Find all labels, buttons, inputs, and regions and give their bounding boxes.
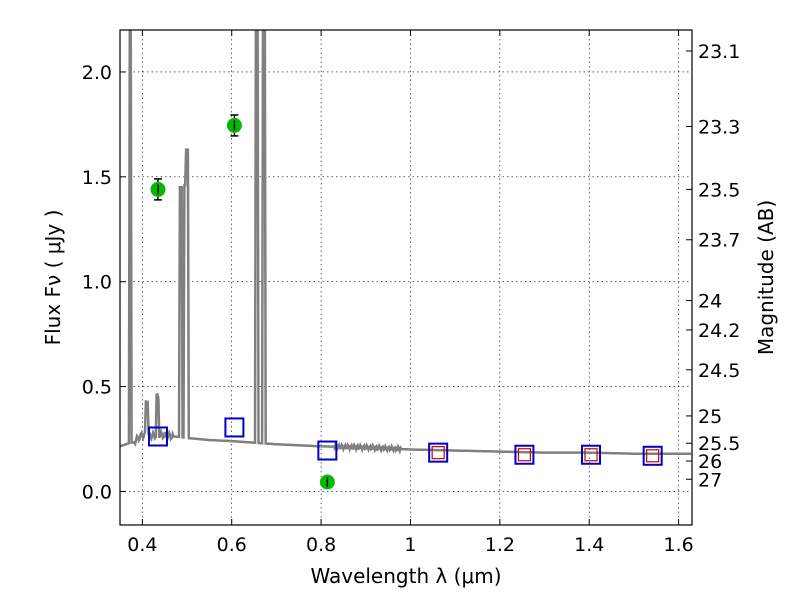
spectrum-line xyxy=(120,30,692,455)
model-phot-square xyxy=(224,417,245,438)
right-axis-label: Magnitude (AB) xyxy=(754,200,778,355)
model-phot-square xyxy=(317,440,338,461)
y-tick-label: 1.5 xyxy=(82,167,112,189)
y-tick-label: 1.0 xyxy=(82,272,112,294)
right-tick-label: 25 xyxy=(698,406,722,428)
right-tick-label: 26 xyxy=(698,451,722,473)
right-tick-label: 24.5 xyxy=(698,360,740,382)
model-phot-square xyxy=(147,426,168,447)
model-phot-square xyxy=(514,444,535,465)
y-tick-label: 0.0 xyxy=(82,481,112,503)
axis-ticks xyxy=(120,30,692,525)
model-photometry-points xyxy=(147,417,663,466)
tick-labels: 0.4 0.6 0.8 1 1.2 1.4 1.6 0.0 0.5 1.0 1.5 2.0 23.1 23… xyxy=(82,41,741,556)
x-tick-label: 1.6 xyxy=(663,534,693,556)
x-tick-label: 1.2 xyxy=(485,534,515,556)
x-tick-label: 0.4 xyxy=(127,534,157,556)
x-tick-label: 1.4 xyxy=(574,534,604,556)
model-phot-inner-square xyxy=(431,446,445,460)
right-tick-label: 23.5 xyxy=(698,179,740,201)
x-axis-label: Wavelength λ (μm) xyxy=(310,564,501,588)
right-tick-label: 24.2 xyxy=(698,320,740,342)
right-tick-label: 24 xyxy=(698,291,722,313)
model-phot-inner-square xyxy=(584,448,598,462)
model-phot-inner-square xyxy=(517,448,532,462)
y-tick-label: 0.5 xyxy=(82,377,112,399)
model-spectrum xyxy=(120,30,692,455)
x-tick-label: 0.6 xyxy=(217,534,247,556)
y-tick-label: 2.0 xyxy=(82,62,112,84)
x-tick-label: 1 xyxy=(404,534,416,556)
model-phot-square xyxy=(642,445,663,466)
right-tick-label: 23.1 xyxy=(698,41,740,63)
right-tick-label: 23.3 xyxy=(698,116,740,138)
observed-points xyxy=(150,114,335,490)
x-tick-label: 0.8 xyxy=(306,534,336,556)
model-phot-square xyxy=(581,444,602,465)
model-phot-inner-square xyxy=(646,449,660,463)
y-axis-label: Flux Fν ( μJy ) xyxy=(41,210,65,346)
model-phot-square xyxy=(428,442,449,463)
right-tick-label: 27 xyxy=(698,469,722,491)
right-tick-label: 23.7 xyxy=(698,230,740,252)
right-tick-label: 25.5 xyxy=(698,433,740,455)
grid-lines xyxy=(120,30,692,525)
plot-frame xyxy=(119,29,693,526)
